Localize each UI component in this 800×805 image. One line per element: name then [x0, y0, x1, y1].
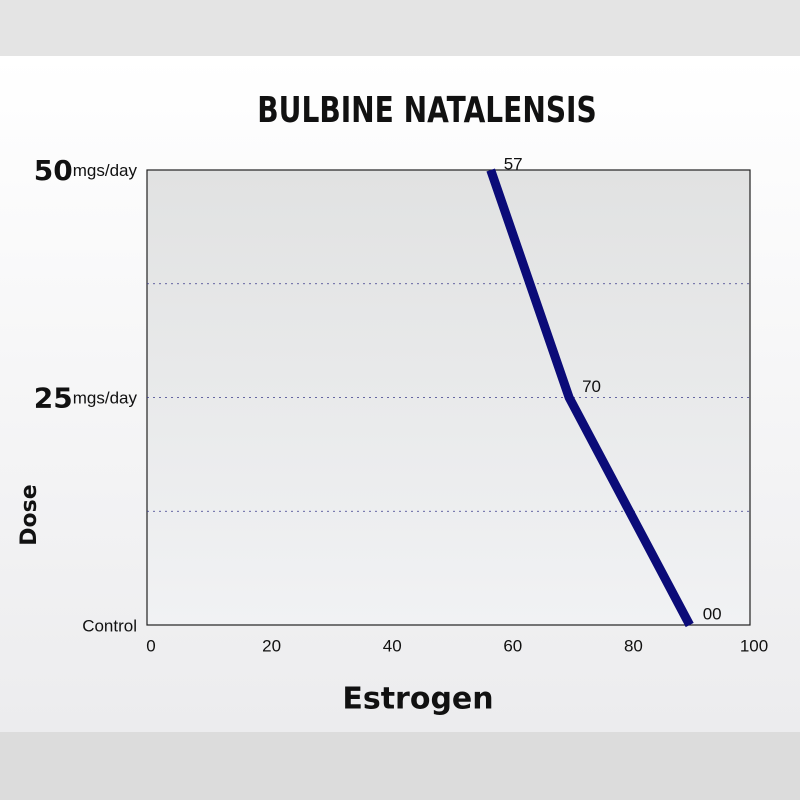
point-annotation: 70	[582, 377, 601, 396]
y-tick-label: 50mgs/day	[34, 154, 138, 187]
top-band	[0, 0, 800, 56]
x-tick-label: 0	[146, 636, 155, 655]
x-tick-label: 80	[624, 636, 643, 655]
x-tick-label: 40	[383, 636, 402, 655]
y-tick-label: 25mgs/day	[34, 382, 138, 415]
x-tick-label: 100	[740, 636, 768, 655]
chart-title: BULBINE NATALENSIS	[257, 89, 596, 131]
x-tick-label: 60	[503, 636, 522, 655]
point-annotation: 00	[703, 604, 722, 623]
y-tick-label: Control	[82, 616, 137, 635]
point-annotation: 57	[504, 154, 523, 173]
data-line	[486, 168, 694, 628]
bottom-band	[0, 732, 800, 800]
y-axis-label: Dose	[17, 484, 42, 545]
x-tick-label: 20	[262, 636, 281, 655]
x-axis-label: Estrogen	[342, 682, 493, 717]
